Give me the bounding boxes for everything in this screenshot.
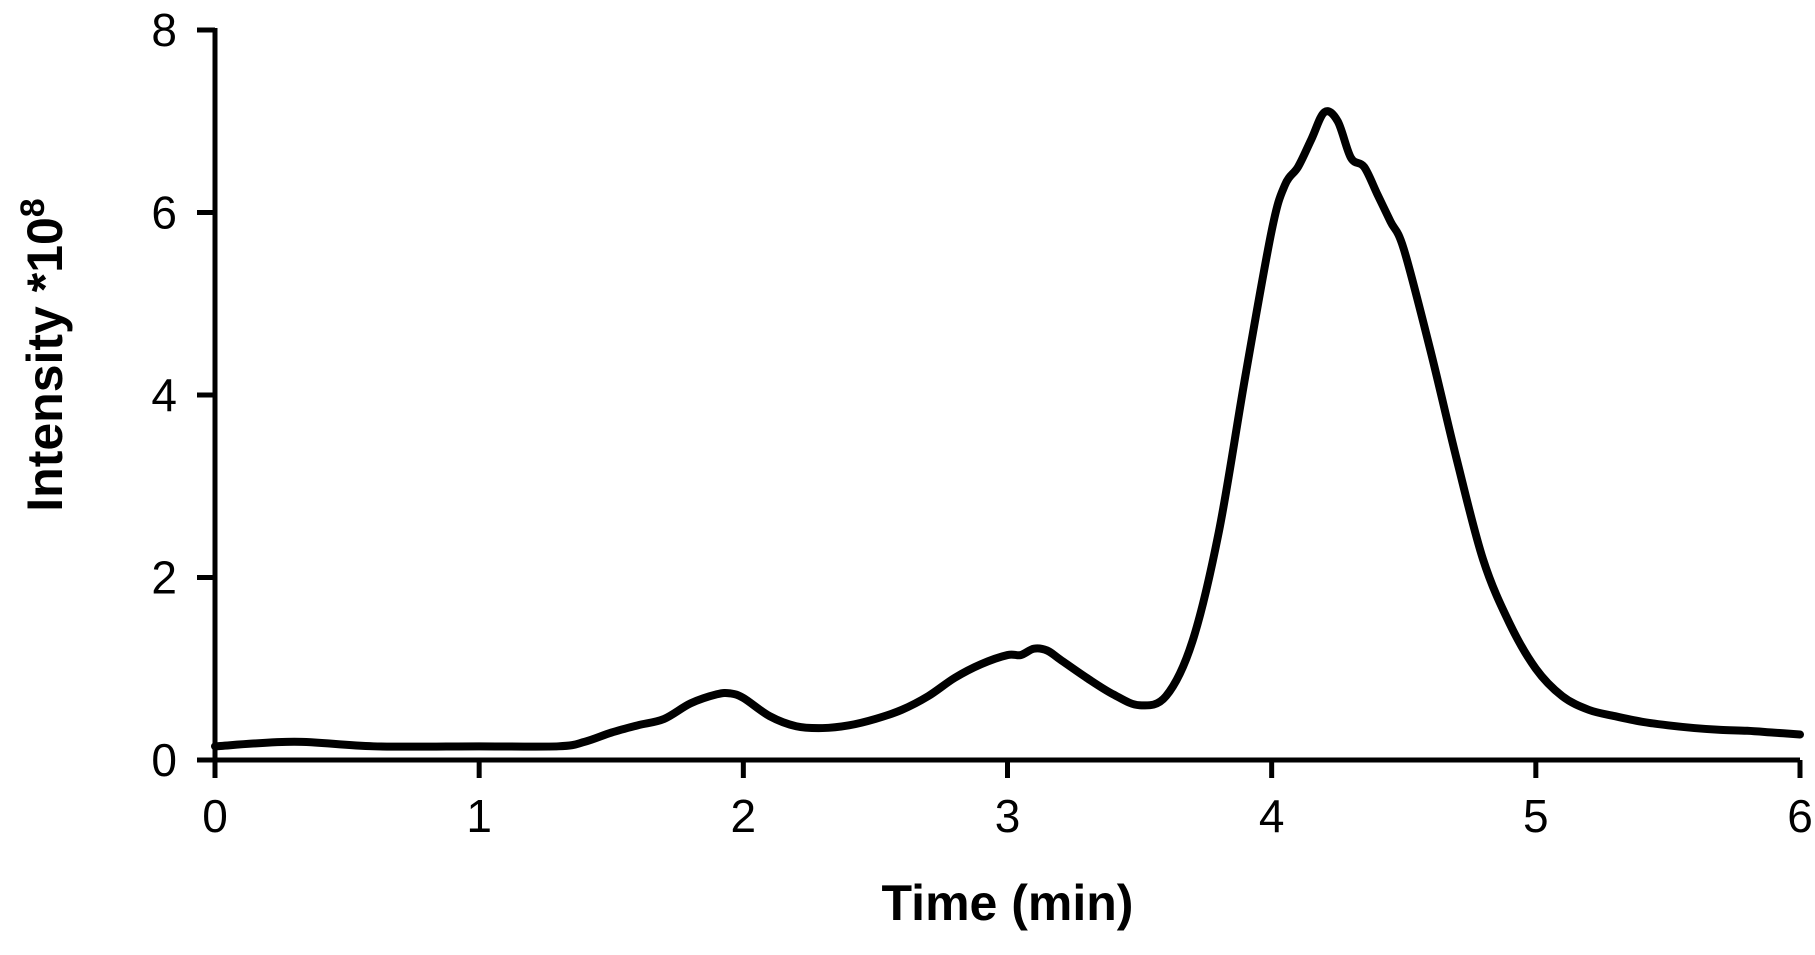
y-tick-label: 8 (151, 4, 177, 56)
y-tick-label: 4 (151, 369, 177, 421)
x-tick-label: 1 (466, 790, 492, 842)
x-ticks: 0 1 2 3 4 5 6 (202, 760, 1813, 842)
x-tick-label: 2 (731, 790, 757, 842)
y-tick-label: 0 (151, 734, 177, 786)
y-axis-title-superscript: 8 (14, 198, 52, 217)
y-ticks: 0 2 4 6 8 (151, 4, 215, 786)
x-tick-label: 5 (1523, 790, 1549, 842)
intensity-series-line (211, 107, 1804, 751)
axes (197, 28, 1800, 763)
x-tick-label: 0 (202, 790, 228, 842)
x-tick-label: 3 (995, 790, 1021, 842)
x-tick-label: 6 (1787, 790, 1813, 842)
y-axis-title: Intensity *108 (14, 198, 73, 511)
y-axis-title-text: Intensity *10 (17, 217, 73, 512)
x-tick-label: 4 (1259, 790, 1285, 842)
y-tick-label: 6 (151, 187, 177, 239)
y-tick-label: 2 (151, 552, 177, 604)
x-axis-title: Time (min) (882, 875, 1134, 931)
